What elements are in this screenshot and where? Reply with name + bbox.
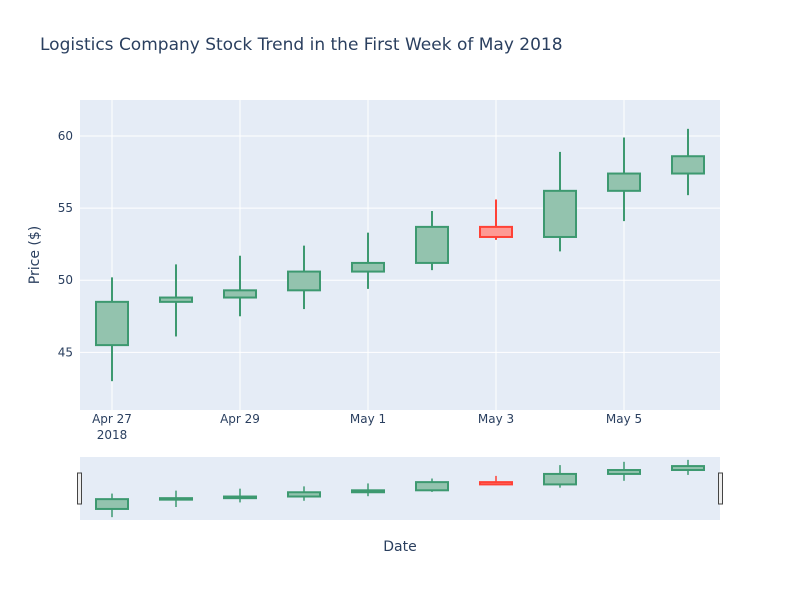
- plot-area[interactable]: [80, 100, 720, 410]
- y-tick-label: 50: [58, 273, 73, 287]
- mini-candle: [351, 483, 385, 497]
- candle-increasing[interactable]: [223, 255, 257, 317]
- y-tick-label: 60: [58, 129, 73, 143]
- x-tick-label: Apr 27: [92, 412, 132, 426]
- candle-body: [543, 189, 577, 238]
- mini-candle: [607, 461, 641, 481]
- mini-candle: [95, 493, 129, 518]
- y-tick-label: 55: [58, 201, 73, 215]
- x-axis-title: Date: [383, 539, 416, 555]
- candle-body: [671, 155, 705, 175]
- candle-body: [479, 225, 513, 238]
- mini-candle: [671, 459, 705, 475]
- mini-candle: [543, 465, 577, 488]
- x-tick-labels: Apr 27 2018 Apr 29 May 1 May 3 May 5: [92, 412, 642, 442]
- mini-candle: [287, 486, 321, 501]
- rangeslider-background[interactable]: [80, 457, 720, 520]
- candle-decreasing[interactable]: [479, 199, 513, 240]
- mini-candle: [223, 488, 257, 503]
- mini-candle-body: [223, 495, 257, 500]
- candle-body: [159, 296, 193, 303]
- candle-body: [95, 300, 129, 347]
- mini-candle-body: [543, 472, 577, 486]
- mini-candle-body: [415, 481, 449, 492]
- candle-increasing[interactable]: [95, 277, 129, 382]
- candle-body: [223, 289, 257, 299]
- mini-candle-body: [95, 498, 129, 510]
- x-tick-label: May 1: [350, 412, 386, 426]
- candle-increasing[interactable]: [415, 211, 449, 271]
- x-tick-sublabel: 2018: [97, 428, 128, 442]
- rangeslider-candles: [95, 459, 705, 518]
- y-tick-labels: 45 50 55 60: [58, 129, 73, 359]
- candle-increasing[interactable]: [159, 264, 193, 337]
- candle-increasing[interactable]: [543, 151, 577, 252]
- candles: [95, 128, 705, 382]
- mini-candle: [415, 478, 449, 492]
- rangeslider-right-handle[interactable]: [718, 472, 723, 505]
- x-tick-label: May 3: [478, 412, 514, 426]
- candle-increasing[interactable]: [671, 128, 705, 196]
- x-tick-label: May 5: [606, 412, 642, 426]
- mini-candle: [159, 490, 193, 507]
- mini-candle-body: [351, 489, 385, 494]
- candle-increasing[interactable]: [351, 232, 385, 289]
- candle-body: [607, 172, 641, 192]
- mini-candle-body: [607, 469, 641, 475]
- y-axis-title: Price ($): [27, 226, 43, 284]
- candle-body: [351, 261, 385, 273]
- candle-body: [287, 270, 321, 292]
- y-gridlines: [80, 135, 720, 353]
- candle-increasing[interactable]: [607, 137, 641, 222]
- x-tick-label: Apr 29: [220, 412, 260, 426]
- rangeslider-left-handle[interactable]: [77, 472, 82, 505]
- mini-candle: [479, 475, 513, 486]
- mini-candle-body: [159, 497, 193, 501]
- mini-candle-body: [287, 491, 321, 498]
- mini-candle-body: [479, 481, 513, 486]
- chart-title: Logistics Company Stock Trend in the Fir…: [40, 35, 563, 55]
- y-tick-label: 45: [58, 345, 73, 359]
- mini-candle-body: [671, 465, 705, 472]
- candle-body: [415, 225, 449, 264]
- candle-increasing[interactable]: [287, 245, 321, 310]
